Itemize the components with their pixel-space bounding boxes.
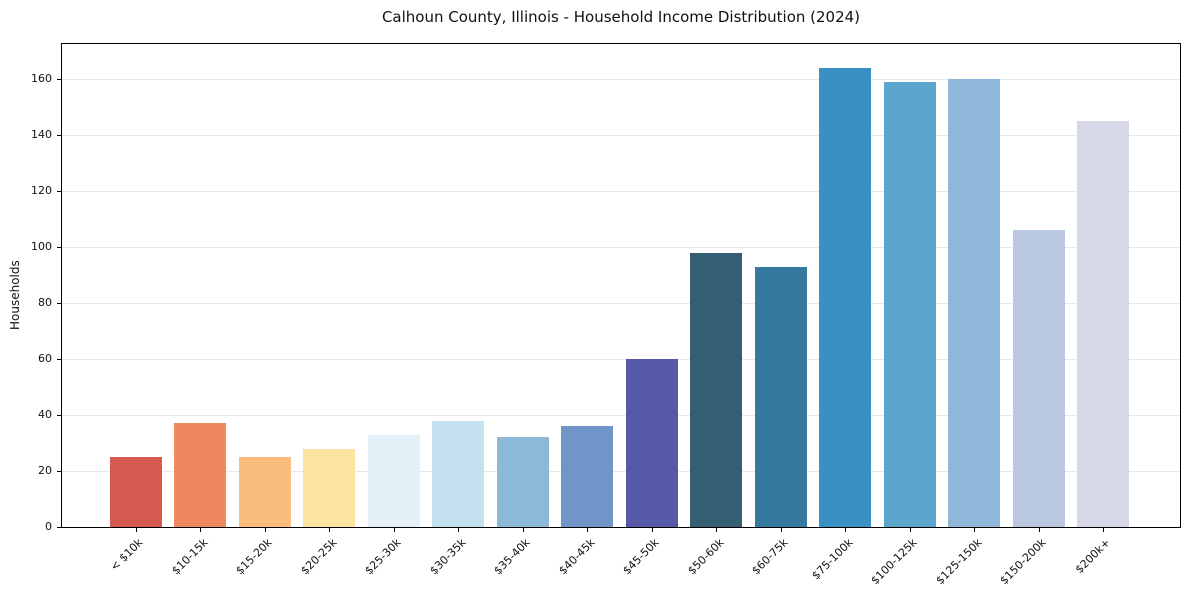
x-tick-label: $75-100k bbox=[808, 536, 856, 583]
x-tick-label: $30-35k bbox=[426, 536, 469, 578]
bar-35-40k bbox=[496, 437, 549, 527]
y-tick-label: 60 bbox=[38, 352, 52, 365]
bar-10-15k bbox=[174, 423, 226, 527]
bar-200k bbox=[1077, 121, 1129, 527]
x-tick-mark bbox=[135, 528, 137, 532]
y-tick-label: 20 bbox=[38, 464, 52, 477]
x-tick-mark bbox=[522, 528, 524, 532]
y-tick-mark bbox=[57, 79, 61, 80]
bar-45-50k bbox=[625, 359, 678, 527]
x-tick-mark bbox=[909, 528, 911, 532]
x-tick-label: $150-200k bbox=[997, 536, 1049, 588]
bar-40-45k bbox=[561, 426, 613, 527]
gridline bbox=[62, 415, 1180, 416]
x-tick-mark bbox=[1038, 528, 1040, 532]
chart-title: Calhoun County, Illinois - Household Inc… bbox=[381, 8, 861, 26]
x-tick-label: $20-25k bbox=[297, 536, 340, 578]
x-tick-mark bbox=[329, 528, 330, 532]
gridline bbox=[62, 471, 1180, 472]
x-tick-label: $50-60k bbox=[684, 536, 727, 578]
y-tick-mark bbox=[57, 415, 61, 416]
x-tick-mark bbox=[587, 528, 588, 532]
x-axis-tick-labels: < $10k $10-15k $15-20k $20-25k $25-30k $30-35… bbox=[62, 533, 1180, 589]
x-tick-mark bbox=[393, 528, 395, 532]
x-tick-mark bbox=[264, 528, 266, 532]
x-tick-mark bbox=[716, 528, 717, 532]
gridline bbox=[62, 135, 1180, 136]
x-tick-label: $40-45k bbox=[555, 536, 598, 578]
y-tick-mark bbox=[57, 359, 61, 360]
x-tick-label: $25-30k bbox=[362, 536, 404, 578]
y-tick-label: 120 bbox=[31, 184, 52, 197]
x-tick-mark bbox=[458, 528, 459, 532]
gridline bbox=[62, 247, 1180, 248]
bar-25-30k bbox=[367, 434, 420, 527]
x-tick-label: $125-150k bbox=[933, 536, 985, 588]
x-tick-label: $10-15k bbox=[168, 536, 211, 578]
y-tick-mark bbox=[57, 135, 61, 136]
x-tick-label: $100-125k bbox=[868, 536, 920, 588]
bar-20-25k bbox=[303, 448, 355, 527]
y-tick-mark bbox=[57, 471, 61, 472]
y-tick-label: 140 bbox=[31, 128, 52, 141]
y-tick-label: 100 bbox=[31, 240, 52, 253]
y-tick-label: 0 bbox=[45, 520, 52, 533]
y-tick-label: 40 bbox=[38, 408, 52, 421]
y-tick-mark bbox=[57, 527, 61, 528]
x-tick-mark bbox=[651, 528, 653, 532]
bar-50-60k bbox=[690, 252, 742, 527]
y-tick-mark bbox=[57, 247, 61, 248]
bar-125-150k bbox=[948, 79, 1000, 527]
gridline bbox=[62, 303, 1180, 304]
y-tick-label: 160 bbox=[31, 72, 52, 85]
bar-100-125k bbox=[883, 81, 936, 527]
bar-30-35k bbox=[432, 420, 484, 527]
bar-60-75k bbox=[754, 266, 807, 527]
gridline bbox=[62, 79, 1180, 80]
y-tick-mark bbox=[57, 303, 61, 304]
x-tick-label: $15-20k bbox=[233, 536, 275, 578]
x-tick-mark bbox=[780, 528, 782, 532]
plot-area bbox=[61, 43, 1181, 528]
bar-10k bbox=[109, 457, 162, 527]
x-tick-label: $35-40k bbox=[491, 536, 533, 578]
bar-15-20k bbox=[238, 457, 291, 527]
x-tick-mark bbox=[200, 528, 201, 532]
y-tick-mark bbox=[57, 191, 61, 192]
bar-75-100k bbox=[819, 67, 871, 527]
x-tick-mark bbox=[845, 528, 846, 532]
x-tick-label: $200k+ bbox=[1073, 536, 1114, 577]
gridline bbox=[62, 359, 1180, 360]
x-tick-label: < $10k bbox=[108, 536, 146, 574]
x-tick-label: $45-50k bbox=[620, 536, 662, 578]
x-tick-mark bbox=[974, 528, 975, 532]
y-axis-label: Households bbox=[8, 260, 22, 330]
x-tick-label: $60-75k bbox=[749, 536, 791, 578]
bar-150-200k bbox=[1012, 230, 1065, 527]
y-tick-label: 80 bbox=[38, 296, 52, 309]
gridline bbox=[62, 191, 1180, 192]
x-tick-mark bbox=[1103, 528, 1104, 532]
